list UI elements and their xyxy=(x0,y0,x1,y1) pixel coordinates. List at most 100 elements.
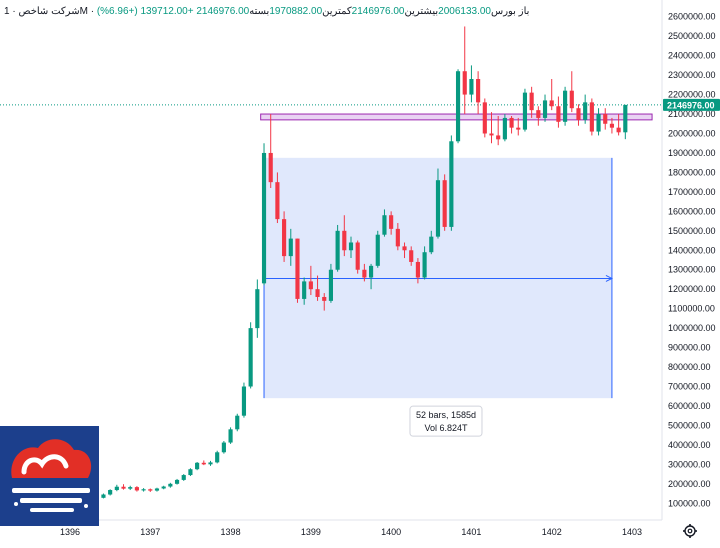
candle-body xyxy=(435,180,441,237)
candle xyxy=(255,279,260,338)
candle xyxy=(282,211,287,262)
candle xyxy=(482,98,487,138)
candle xyxy=(449,135,454,231)
candle-body xyxy=(288,238,293,257)
price-tick-label: 2200000.00 xyxy=(668,90,716,100)
price-tick-label: 400000.00 xyxy=(668,440,711,450)
candle xyxy=(422,246,427,280)
candle-body xyxy=(516,127,521,130)
candle-body xyxy=(382,215,387,235)
price-tick-label: 800000.00 xyxy=(668,362,711,372)
candle-body xyxy=(201,462,206,465)
candle xyxy=(335,224,340,272)
candle xyxy=(556,96,561,128)
candle xyxy=(542,94,548,122)
candle-body xyxy=(114,486,119,491)
candle xyxy=(128,485,133,491)
time-tick-label: 1397 xyxy=(140,527,160,537)
last-price-tag xyxy=(663,98,720,111)
candle-body xyxy=(235,415,240,430)
price-tick-label: 1600000.00 xyxy=(668,206,716,216)
price-tick-label: 300000.00 xyxy=(668,459,711,469)
header-low-label: کمترین xyxy=(322,6,352,17)
candle-body xyxy=(208,462,213,465)
candle xyxy=(609,117,615,134)
candle xyxy=(563,86,568,126)
header-symbol: شرکت شاخص xyxy=(18,6,79,17)
candle xyxy=(409,246,414,266)
candle xyxy=(435,168,441,239)
candle xyxy=(395,223,400,251)
chart-header-symbol: شرکت شاخص · 1M · باز بورس2006133.00بیشتر… xyxy=(4,6,529,17)
price-tick-label: 2100000.00 xyxy=(668,109,716,119)
candle-body xyxy=(462,71,467,95)
candle-body xyxy=(108,490,113,495)
candle xyxy=(148,488,153,492)
candle xyxy=(134,486,139,492)
candle-body xyxy=(609,123,615,128)
candle-body xyxy=(429,236,434,253)
candle xyxy=(208,460,213,466)
price-tick-label: 200000.00 xyxy=(668,479,711,489)
candle xyxy=(516,117,521,136)
candle xyxy=(589,98,594,136)
candle-body xyxy=(375,234,380,266)
candle-body xyxy=(362,269,367,278)
candle-body xyxy=(228,429,233,443)
candle xyxy=(215,450,220,464)
candle xyxy=(469,65,474,103)
candle-body xyxy=(335,230,340,270)
header-exchange: باز بورس xyxy=(491,6,529,17)
candle xyxy=(522,88,528,132)
candle-body xyxy=(623,104,628,133)
candle xyxy=(529,86,534,118)
candle-body xyxy=(215,452,220,463)
price-tick-label: 2000000.00 xyxy=(668,129,716,139)
measure-info-box xyxy=(409,405,483,437)
candle-body xyxy=(569,90,574,109)
price-tick-label: 1500000.00 xyxy=(668,226,716,236)
candle-body xyxy=(415,261,420,278)
candle-body xyxy=(529,92,534,111)
candle-body xyxy=(328,269,334,301)
time-tick-label: 1402 xyxy=(542,527,562,537)
candle xyxy=(141,488,146,492)
time-tick-label: 1403 xyxy=(622,527,642,537)
header-open: 2006133.00 xyxy=(438,6,491,17)
labels-layer: 2146976.00 52 bars, 1585d Vol 6.824T xyxy=(409,98,720,437)
price-tick-label: 2500000.00 xyxy=(668,31,716,41)
candle xyxy=(295,238,300,303)
header-low: 1970882.00 xyxy=(269,6,322,17)
candle xyxy=(101,493,106,499)
candle xyxy=(201,460,206,466)
candle xyxy=(362,263,367,282)
price-axis[interactable]: 100000.00 200000.00 300000.00 400000.00 5000… xyxy=(668,12,716,509)
candle-body xyxy=(409,250,414,262)
candle xyxy=(549,79,554,111)
header-close-label: بسته xyxy=(249,6,269,17)
measure-vol-text: Vol 6.824T xyxy=(424,423,468,433)
candle-body xyxy=(489,133,494,136)
settings-gear-icon[interactable] xyxy=(683,524,697,538)
time-axis[interactable]: 1396 1397 1398 1399 1400 1401 1402 1403 xyxy=(60,527,642,537)
candle xyxy=(174,478,180,485)
candle xyxy=(248,322,253,389)
candle xyxy=(328,263,334,303)
candle-body xyxy=(469,79,474,95)
candle xyxy=(616,114,621,136)
price-tick-label: 600000.00 xyxy=(668,401,711,411)
candle-body xyxy=(302,281,307,299)
candle xyxy=(348,236,354,259)
candle xyxy=(268,114,273,188)
candle-body xyxy=(522,92,528,130)
candle-body xyxy=(282,219,287,257)
candle-body xyxy=(355,242,360,270)
candle-body xyxy=(128,487,133,489)
candle-body xyxy=(161,486,166,489)
candle xyxy=(455,69,461,144)
candle xyxy=(308,265,313,296)
candle-body xyxy=(141,489,146,491)
candle xyxy=(489,112,494,144)
candle-body xyxy=(583,102,588,120)
